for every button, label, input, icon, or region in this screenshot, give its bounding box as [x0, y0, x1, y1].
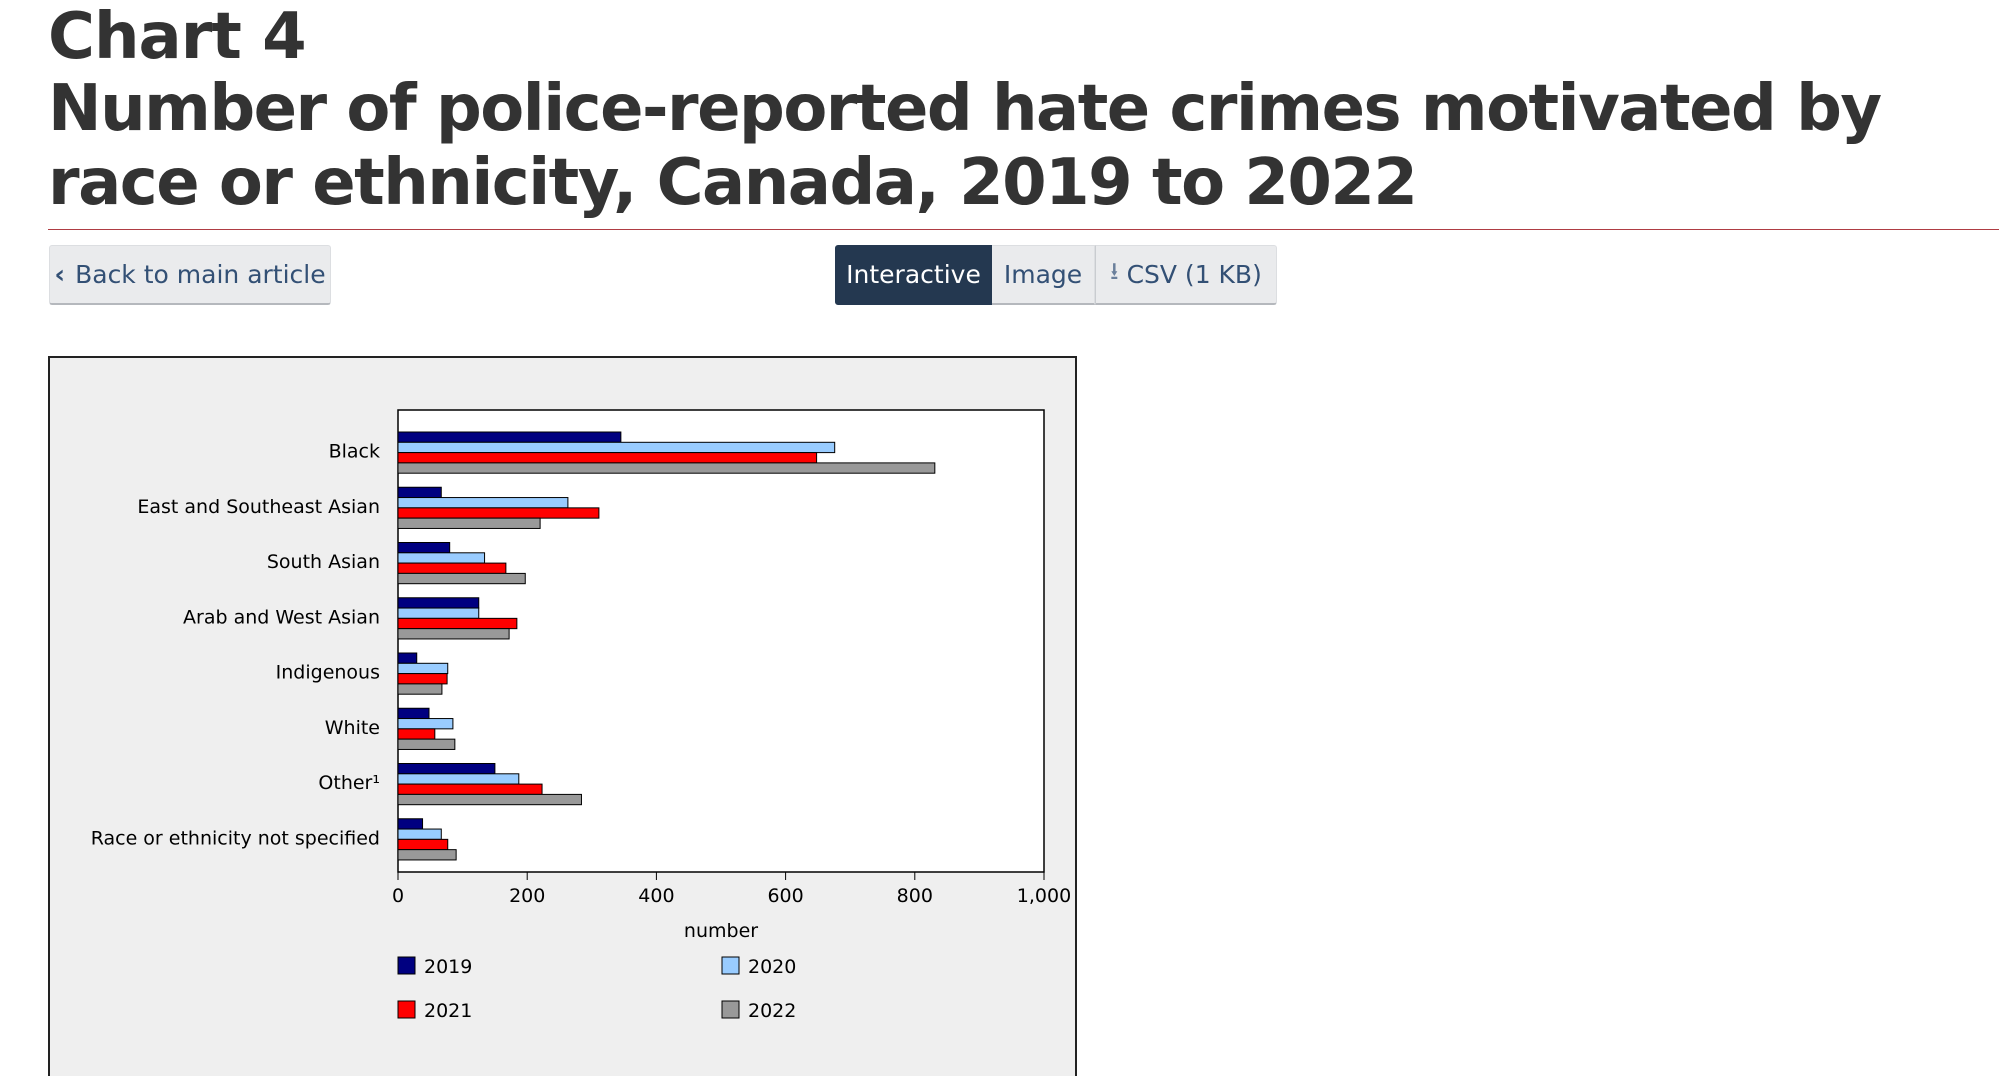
bar	[397, 783, 543, 795]
tab-image[interactable]: Image	[992, 245, 1095, 305]
bar	[397, 607, 480, 619]
bar	[397, 497, 569, 509]
x-axis-label: number	[684, 920, 758, 942]
bar	[397, 718, 454, 730]
x-tick-label: 200	[509, 885, 545, 907]
bar	[397, 662, 449, 675]
chart-title: Number of police-reported hate crimes mo…	[48, 72, 1882, 220]
bar	[397, 617, 518, 630]
tab-image-label: Image	[1003, 260, 1083, 289]
tab-interactive[interactable]: Interactive	[835, 245, 992, 305]
bar	[397, 517, 541, 529]
category-label: White	[325, 717, 380, 739]
bar	[397, 552, 486, 564]
category-label: Arab and West Asian	[183, 606, 380, 628]
title-divider	[48, 229, 1999, 230]
category-label: Race or ethnicity not specified	[91, 827, 380, 849]
bar	[397, 441, 836, 454]
bar	[397, 431, 622, 443]
x-tick-label: 1,000	[1017, 885, 1071, 907]
category-label: Other¹	[318, 772, 380, 794]
legend-label: 2020	[748, 956, 796, 978]
csv-download-button[interactable]: ⭳ CSV (1 KB)	[1095, 245, 1277, 305]
bar	[397, 728, 436, 740]
bar-chart: Black East and Southeast Asian South Asian…	[91, 409, 1071, 1022]
x-tick-label: 600	[767, 885, 803, 907]
legend-label: 2021	[424, 1000, 472, 1022]
chevron-left-icon: ‹	[54, 259, 66, 290]
tab-interactive-label: Interactive	[846, 260, 981, 289]
bar	[397, 572, 526, 585]
legend-swatch	[721, 956, 740, 975]
x-tick-label: 400	[638, 885, 674, 907]
bar	[397, 486, 442, 499]
x-tick-label: 0	[392, 885, 404, 907]
bar	[397, 738, 456, 750]
legend-label: 2022	[748, 1000, 796, 1022]
bar	[397, 763, 496, 775]
bar	[397, 628, 510, 640]
category-label: Indigenous	[276, 662, 380, 684]
chart-heading: Chart 4 Number of police-reported hate c…	[48, 2, 1968, 220]
bar	[397, 707, 430, 720]
bar	[397, 673, 448, 685]
legend-swatch	[721, 1000, 740, 1019]
back-button-label: Back to main article	[75, 260, 326, 289]
legend-label: 2019	[424, 956, 472, 978]
bar	[397, 542, 451, 554]
bar	[397, 773, 520, 785]
x-tick-label: 800	[897, 885, 933, 907]
chart-container: Black East and Southeast Asian South Asian…	[48, 356, 1077, 1076]
category-label: Black	[329, 441, 380, 463]
back-to-main-article-button[interactable]: ‹ Back to main article	[49, 245, 331, 305]
bar	[397, 452, 818, 464]
bar	[397, 462, 936, 474]
legend-swatch	[397, 1000, 416, 1019]
bar	[397, 652, 418, 664]
bar	[397, 828, 442, 840]
category-label: East and Southeast Asian	[137, 496, 380, 518]
legend-swatch	[397, 956, 416, 975]
bar	[397, 818, 424, 830]
chart-number: Chart 4	[48, 0, 307, 74]
bar	[397, 849, 457, 861]
bar	[397, 597, 480, 609]
bar	[397, 683, 443, 695]
category-label: South Asian	[267, 551, 380, 573]
bar	[397, 507, 600, 519]
bar	[397, 793, 582, 806]
bar	[397, 562, 507, 574]
download-icon: ⭳	[1110, 257, 1119, 285]
bar	[397, 838, 449, 851]
csv-download-label: CSV (1 KB)	[1126, 260, 1262, 289]
